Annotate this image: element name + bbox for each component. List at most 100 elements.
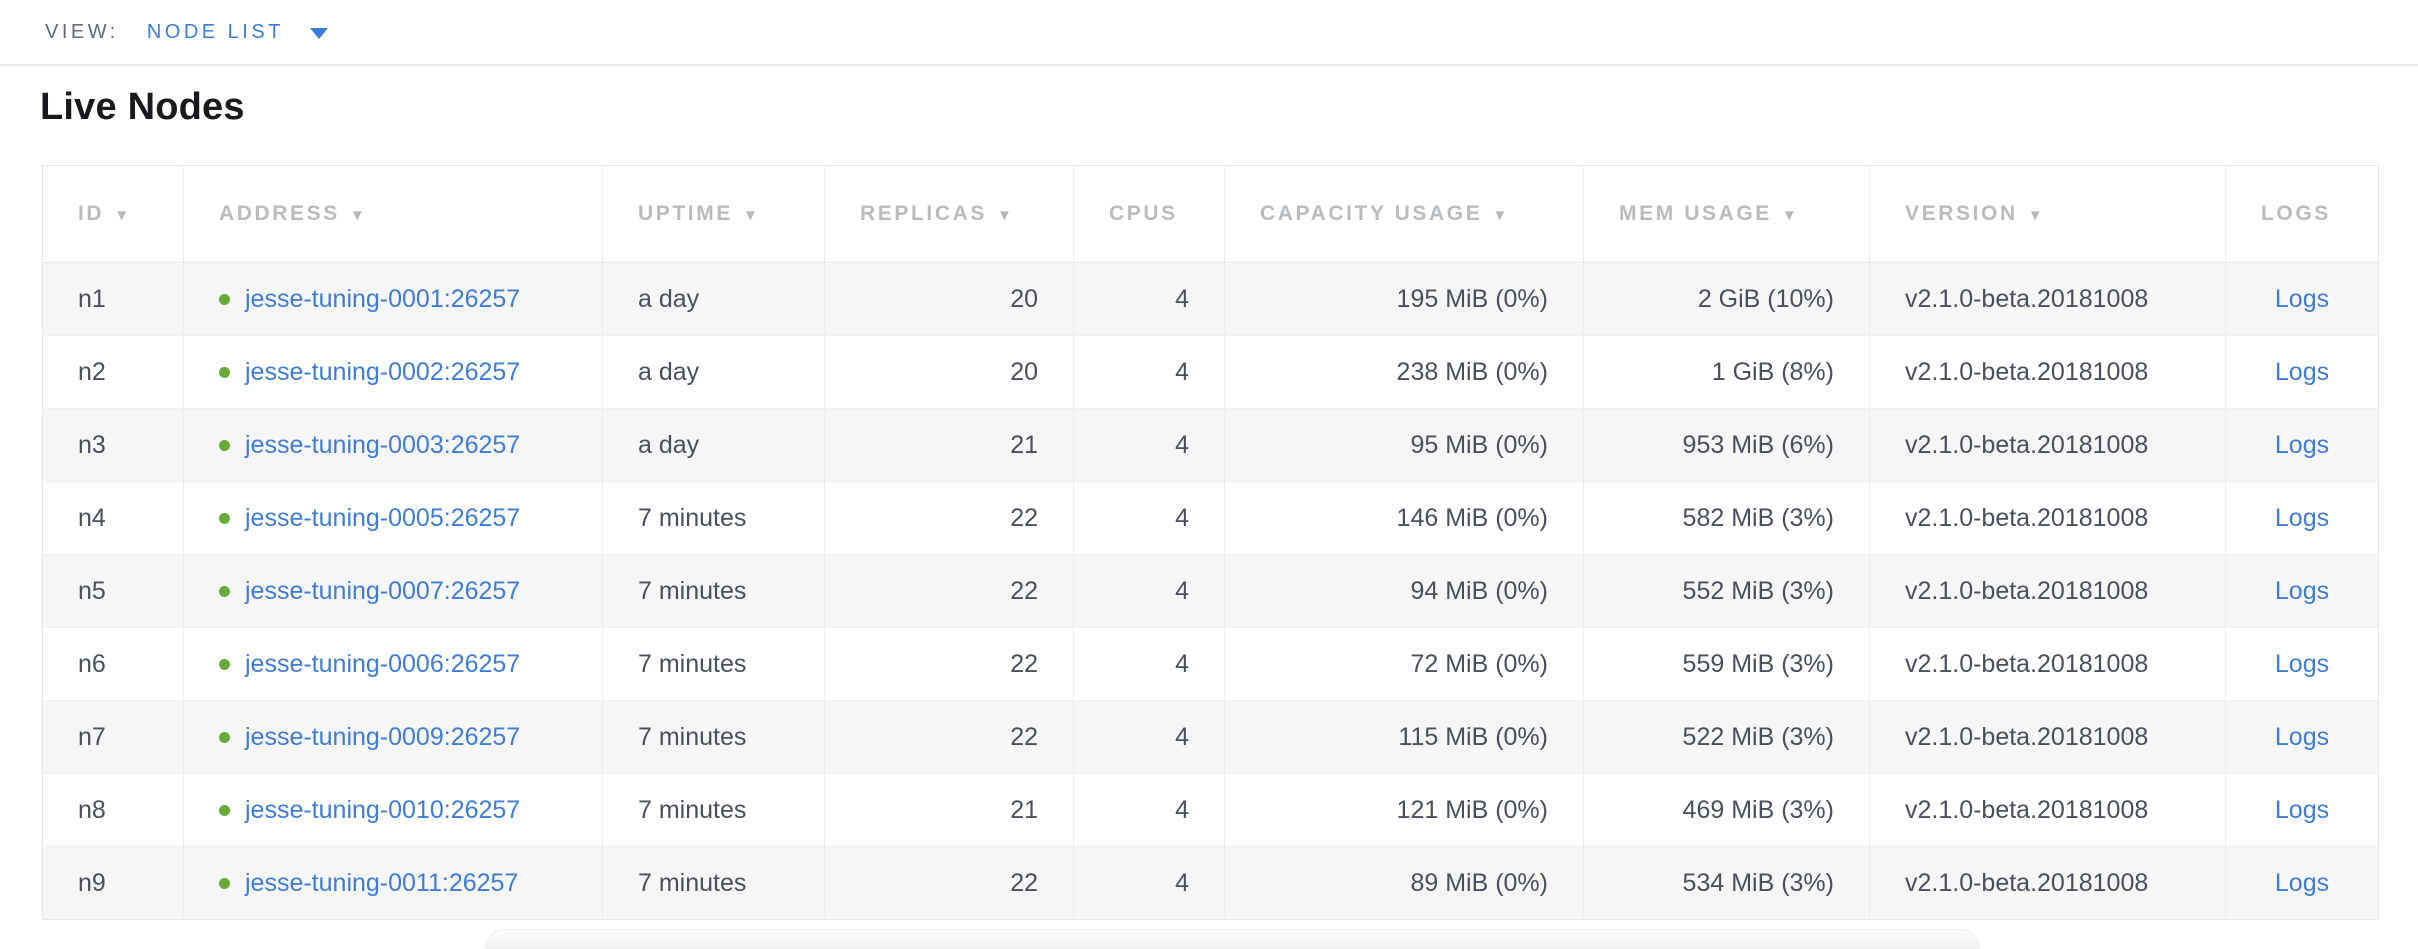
mem-usage-cell: 469 MiB (3%) — [1583, 773, 1870, 847]
cpus-cell: 4 — [1073, 262, 1225, 336]
column-header-version[interactable]: VERSION ▼ — [1869, 165, 2226, 263]
cpus-cell: 4 — [1073, 335, 1225, 409]
view-label: VIEW: — [45, 20, 119, 43]
column-header-label: LOGS — [2261, 202, 2331, 225]
table-header-row: ID ▼ ADDRESS ▼ UPTIME ▼ REPLICAS ▼ CPUS CAPA… — [42, 165, 2379, 263]
column-header-logs: LOGS — [2225, 165, 2379, 263]
address-cell: jesse-tuning-0009:26257 — [183, 700, 603, 774]
node-live-status-icon — [219, 512, 230, 524]
uptime-cell: 7 minutes — [602, 554, 825, 628]
mem-usage-cell: 522 MiB (3%) — [1583, 700, 1870, 774]
logs-link[interactable]: Logs — [2274, 722, 2330, 751]
column-header-uptime[interactable]: UPTIME ▼ — [602, 165, 825, 263]
address-cell: jesse-tuning-0006:26257 — [183, 627, 603, 701]
node-id-cell: n6 — [42, 627, 184, 701]
replicas-cell: 22 — [824, 481, 1074, 555]
capacity-usage-cell: 95 MiB (0%) — [1224, 408, 1584, 482]
node-live-status-icon — [219, 585, 230, 597]
view-selector-dropdown[interactable]: NODE LIST — [147, 21, 328, 44]
uptime-cell: a day — [602, 408, 825, 482]
node-live-status-icon — [219, 731, 230, 743]
logs-link[interactable]: Logs — [2274, 357, 2330, 386]
node-id-cell: n7 — [42, 700, 184, 774]
logs-link[interactable]: Logs — [2274, 576, 2330, 605]
capacity-usage-cell: 115 MiB (0%) — [1224, 700, 1584, 774]
uptime-cell: 7 minutes — [602, 773, 825, 847]
node-live-status-icon — [219, 293, 230, 305]
column-header-label: MEM USAGE — [1619, 202, 1772, 225]
column-header-mem-usage[interactable]: MEM USAGE ▼ — [1583, 165, 1870, 263]
logs-link[interactable]: Logs — [2274, 649, 2330, 678]
replicas-cell: 20 — [824, 335, 1074, 409]
column-header-label: CAPACITY USAGE — [1260, 202, 1483, 225]
table-row: n4 jesse-tuning-0005:26257 7 minutes 22 … — [42, 481, 2379, 555]
logs-link[interactable]: Logs — [2274, 430, 2330, 459]
node-id-cell: n3 — [42, 408, 184, 482]
sort-descending-icon: ▼ — [742, 207, 761, 224]
uptime-cell: a day — [602, 335, 825, 409]
address-link[interactable]: jesse-tuning-0010:26257 — [245, 795, 521, 824]
version-cell: v2.1.0-beta.20181008 — [1869, 408, 2226, 482]
uptime-cell: 7 minutes — [602, 481, 825, 555]
mem-usage-cell: 534 MiB (3%) — [1583, 846, 1870, 920]
column-header-address[interactable]: ADDRESS ▼ — [183, 165, 603, 263]
cpus-cell: 4 — [1073, 408, 1225, 482]
logs-cell: Logs — [2225, 262, 2379, 336]
address-link[interactable]: jesse-tuning-0009:26257 — [245, 722, 521, 751]
column-header-replicas[interactable]: REPLICAS ▼ — [824, 165, 1074, 263]
address-link[interactable]: jesse-tuning-0011:26257 — [245, 868, 519, 897]
logs-link[interactable]: Logs — [2274, 503, 2330, 532]
uptime-cell: a day — [602, 262, 825, 336]
column-header-label: ID — [78, 202, 105, 225]
sort-descending-icon: ▼ — [1492, 207, 1510, 224]
address-cell: jesse-tuning-0002:26257 — [183, 335, 603, 409]
uptime-cell: 7 minutes — [602, 700, 825, 774]
logs-cell: Logs — [2225, 335, 2379, 409]
table-row: n2 jesse-tuning-0002:26257 a day 20 4 23… — [42, 335, 2379, 409]
node-live-status-icon — [219, 439, 230, 451]
node-id-cell: n9 — [42, 846, 184, 920]
logs-link[interactable]: Logs — [2274, 284, 2330, 313]
logs-link[interactable]: Logs — [2274, 795, 2330, 824]
node-live-status-icon — [219, 877, 230, 889]
sort-descending-icon: ▼ — [2027, 207, 2046, 224]
capacity-usage-cell: 94 MiB (0%) — [1224, 554, 1584, 628]
mem-usage-cell: 2 GiB (10%) — [1583, 262, 1870, 336]
node-live-status-icon — [219, 366, 230, 378]
version-cell: v2.1.0-beta.20181008 — [1869, 773, 2226, 847]
view-bar: VIEW: NODE LIST — [0, 0, 2418, 66]
column-header-label: UPTIME — [638, 202, 733, 225]
replicas-cell: 20 — [824, 262, 1074, 336]
logs-cell: Logs — [2225, 627, 2379, 701]
sort-descending-icon: ▼ — [1781, 207, 1800, 224]
uptime-cell: 7 minutes — [602, 627, 825, 701]
address-link[interactable]: jesse-tuning-0005:26257 — [245, 503, 521, 532]
mem-usage-cell: 582 MiB (3%) — [1583, 481, 1870, 555]
address-link[interactable]: jesse-tuning-0001:26257 — [245, 284, 521, 313]
capacity-usage-cell: 72 MiB (0%) — [1224, 627, 1584, 701]
logs-cell: Logs — [2225, 700, 2379, 774]
node-id-cell: n4 — [42, 481, 184, 555]
table-row: n3 jesse-tuning-0003:26257 a day 21 4 95… — [42, 408, 2379, 482]
address-link[interactable]: jesse-tuning-0006:26257 — [245, 649, 521, 678]
table-row: n9 jesse-tuning-0011:26257 7 minutes 22 … — [42, 846, 2379, 920]
cpus-cell: 4 — [1073, 773, 1225, 847]
capacity-usage-cell: 121 MiB (0%) — [1224, 773, 1584, 847]
cpus-cell: 4 — [1073, 700, 1225, 774]
node-live-status-icon — [219, 804, 230, 816]
view-selected-value: NODE LIST — [146, 20, 284, 43]
replicas-cell: 22 — [824, 846, 1074, 920]
logs-cell: Logs — [2225, 481, 2379, 555]
version-cell: v2.1.0-beta.20181008 — [1869, 627, 2226, 701]
column-header-id[interactable]: ID ▼ — [42, 165, 184, 263]
address-link[interactable]: jesse-tuning-0007:26257 — [245, 576, 521, 605]
column-header-capacity-usage[interactable]: CAPACITY USAGE ▼ — [1224, 165, 1584, 263]
address-cell: jesse-tuning-0001:26257 — [183, 262, 603, 336]
table-row: n6 jesse-tuning-0006:26257 7 minutes 22 … — [42, 627, 2379, 701]
address-link[interactable]: jesse-tuning-0002:26257 — [245, 357, 521, 386]
node-id-cell: n1 — [42, 262, 184, 336]
cpus-cell: 4 — [1073, 846, 1225, 920]
cpus-cell: 4 — [1073, 481, 1225, 555]
address-link[interactable]: jesse-tuning-0003:26257 — [245, 430, 521, 459]
logs-link[interactable]: Logs — [2274, 868, 2330, 897]
